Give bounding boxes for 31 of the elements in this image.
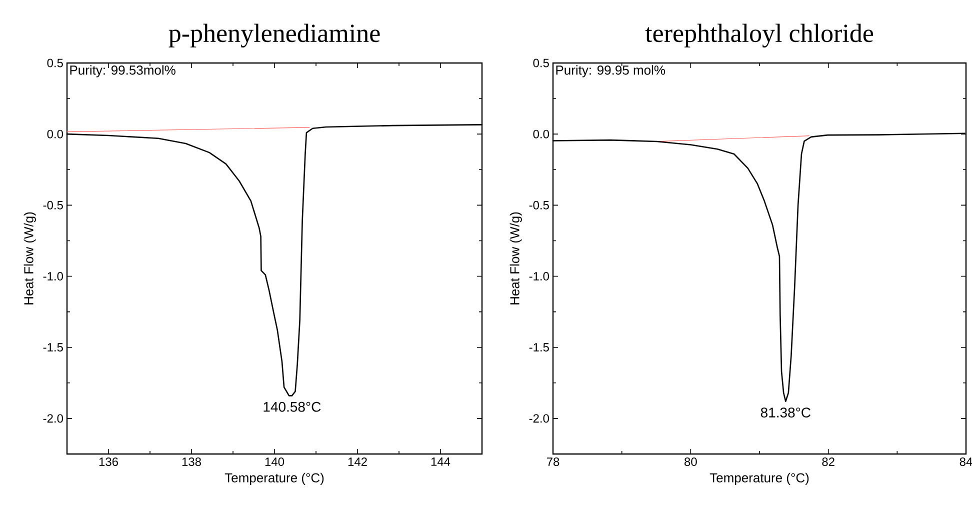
y-tick-label: -2.0 (43, 414, 64, 423)
x-tick-label: 84 (960, 458, 972, 466)
x-tick-label: 140 (265, 458, 284, 466)
y-tick-label: -0.5 (43, 200, 63, 210)
y-tick-label: -1.0 (529, 272, 550, 280)
x-tick-label: 144 (431, 458, 450, 466)
annotation: Purity: 99.95 mol% (556, 65, 666, 78)
x-tick-label: 138 (182, 458, 201, 466)
x-tick-label: 80 (684, 458, 697, 466)
chart-title: terephthaloyl chloride (645, 24, 874, 48)
y-axis-title: Heat Flow (W/g) (24, 212, 36, 304)
y-tick-label: -1.5 (529, 343, 549, 352)
x-tick-label: 136 (99, 458, 118, 466)
y-tick-label: -1.0 (43, 272, 64, 280)
y-tick-label: -2.0 (529, 414, 550, 423)
y-tick-label: -1.5 (43, 343, 63, 352)
x-tick-label: 82 (822, 458, 834, 466)
y-tick-label: -0.5 (529, 200, 549, 210)
y-tick-label: 0.5 (533, 58, 549, 68)
y-tick-label: 0.0 (47, 130, 64, 138)
y-tick-label: 0.5 (47, 58, 63, 68)
annotation: 140.58°C (264, 402, 321, 412)
x-axis-title: Temperature (°C) (710, 472, 809, 485)
x-tick-label: 78 (546, 458, 560, 466)
chart-title: p-phenylenediamine (168, 24, 380, 48)
x-tick-label: 142 (348, 458, 367, 466)
y-axis-title: Heat Flow (W/g) (510, 212, 522, 304)
x-axis-title: Temperature (°C) (224, 472, 324, 485)
annotation: Purity: 99.53mol% (70, 65, 176, 78)
annotation: 81.38°C (760, 408, 810, 418)
y-tick-label: 0.0 (533, 130, 550, 138)
